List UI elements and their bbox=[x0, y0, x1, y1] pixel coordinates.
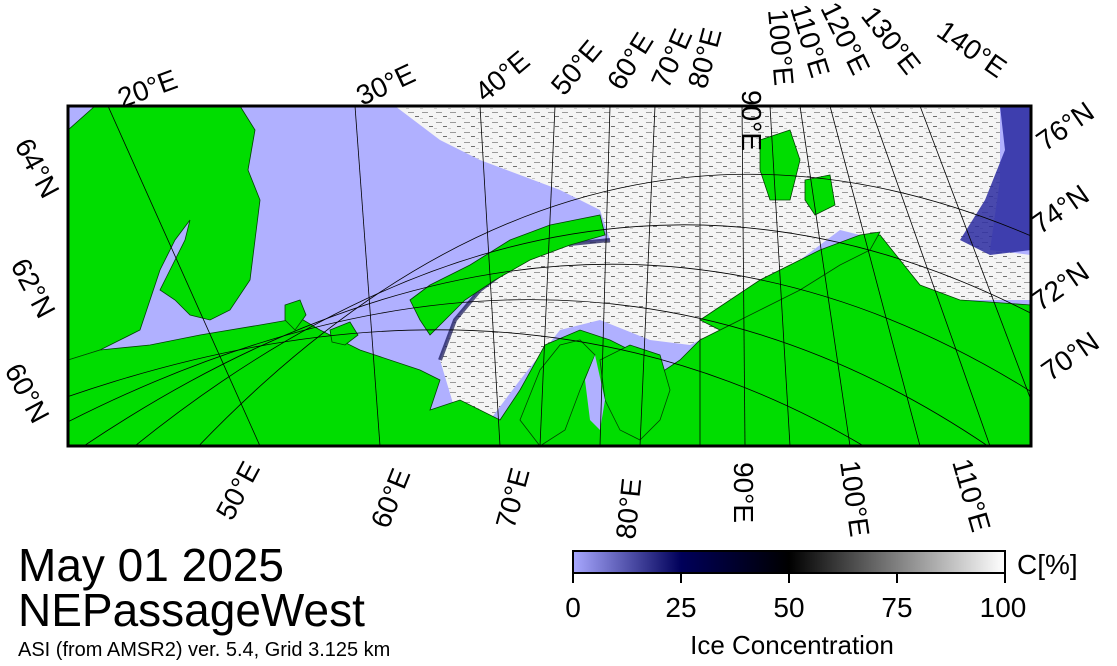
top-lon-label: 60°E bbox=[601, 27, 660, 95]
colorbar-tick-label: 25 bbox=[665, 592, 696, 623]
top-lon-label: 40°E bbox=[469, 45, 536, 108]
colorbar-tick-label: 75 bbox=[881, 592, 912, 623]
map-frame bbox=[66, 104, 1033, 448]
colorbar-label: Ice Concentration bbox=[690, 630, 894, 660]
laptev-ice bbox=[960, 106, 1031, 255]
land-scandinavia bbox=[68, 106, 261, 361]
colorbar: 0 25 50 75 100 C[%] Ice Concentration bbox=[565, 549, 1077, 660]
region-title: NEPassageWest bbox=[18, 584, 365, 636]
land-gydan bbox=[599, 344, 671, 441]
right-lat-label: 72°N bbox=[1026, 256, 1095, 317]
left-lat-label: 62°N bbox=[5, 253, 62, 323]
source-note: ASI (from AMSR2) ver. 5.4, Grid 3.125 km bbox=[18, 639, 391, 661]
bottom-lon-label: 70°E bbox=[490, 465, 536, 532]
top-lon-label: 100°E bbox=[762, 8, 800, 87]
colorbar-unit: C[%] bbox=[1017, 549, 1078, 580]
left-latitude-labels: 64°N 62°N 60°N bbox=[0, 133, 65, 428]
right-latitude-labels: 76°N 74°N 72°N 70°N bbox=[1026, 96, 1105, 387]
sea-ice-area bbox=[395, 106, 1031, 420]
top-lon-label: 50°E bbox=[545, 34, 608, 101]
bottom-lon-label: 110°E bbox=[946, 455, 996, 535]
bottom-lon-label: 60°E bbox=[365, 464, 417, 532]
top-lon-label: 30°E bbox=[351, 58, 419, 112]
right-lat-label: 74°N bbox=[1026, 179, 1095, 240]
colorbar-gradient bbox=[572, 550, 1006, 574]
bottom-lon-label: 100°E bbox=[834, 459, 875, 539]
land-island-north bbox=[804, 174, 836, 216]
date-title: May 01 2025 bbox=[18, 539, 284, 591]
gulf-water bbox=[585, 355, 605, 430]
colorbar-tick-label: 0 bbox=[565, 592, 581, 623]
right-lat-label: 70°N bbox=[1036, 326, 1105, 387]
colorbar-tick-label: 50 bbox=[773, 592, 804, 623]
land-russia-mainland bbox=[68, 234, 1031, 446]
top-lon-label: 90°E bbox=[736, 90, 767, 151]
graticule bbox=[68, 106, 1031, 446]
colorbar-tick-label: 100 bbox=[980, 592, 1027, 623]
bottom-lon-label: 80°E bbox=[610, 477, 647, 541]
left-lat-label: 60°N bbox=[0, 358, 55, 428]
right-lat-label: 76°N bbox=[1031, 96, 1100, 157]
left-lat-label: 64°N bbox=[9, 133, 66, 203]
land-severnaya-zemlya bbox=[759, 129, 801, 201]
land-kolguev bbox=[284, 299, 307, 331]
bottom-lon-label: 50°E bbox=[210, 456, 266, 524]
bottom-lon-label: 90°E bbox=[728, 462, 759, 523]
map-area bbox=[68, 106, 1031, 446]
top-lon-label: 140°E bbox=[932, 15, 1013, 84]
bottom-longitude-labels: 50°E 60°E 70°E 80°E 90°E 100°E 110°E bbox=[210, 455, 997, 541]
land-small-island bbox=[329, 321, 359, 346]
